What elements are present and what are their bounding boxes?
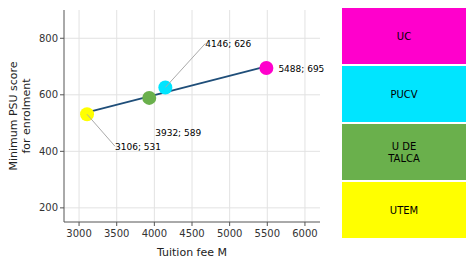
- annotation: 4146; 626: [205, 39, 251, 49]
- text-line: U DE: [392, 141, 417, 152]
- annotation-arrow: [165, 43, 205, 87]
- tick: [304, 222, 305, 226]
- point: [259, 61, 273, 75]
- text-line: TALCA: [387, 153, 420, 164]
- tick-label: 4500: [179, 228, 204, 239]
- tick: [192, 222, 193, 226]
- tick: [60, 151, 64, 152]
- tick-label: 800: [39, 33, 58, 44]
- tick-label: 3000: [66, 228, 91, 239]
- text-line: for enrolment: [20, 78, 33, 154]
- tick-label: 4000: [142, 228, 167, 239]
- annotation: 3106; 531: [115, 142, 161, 152]
- annotation: 5488; 695: [278, 64, 324, 74]
- tick: [154, 222, 155, 226]
- legend-swatch: [342, 66, 466, 122]
- grid-line: [79, 10, 80, 222]
- chart: 200 400 600 800 3000 3500 4000 4500 5000 5500 6000…: [0, 0, 474, 267]
- legend-swatch: [342, 182, 466, 238]
- y-axis: [64, 10, 65, 222]
- y-axis-label: Minimum PSU scorefor enrolment: [7, 61, 33, 170]
- grid: [64, 10, 320, 222]
- legend-label: PUCV: [390, 89, 417, 100]
- grid-line: [116, 10, 117, 222]
- text-line: PUCV: [390, 89, 417, 100]
- legend-swatch: [342, 8, 466, 64]
- annotation: 3932; 589: [155, 128, 201, 138]
- legend-swatch: [342, 124, 466, 180]
- tick-label: 6000: [292, 228, 317, 239]
- marks: [80, 61, 273, 121]
- tick-label: 600: [39, 89, 58, 100]
- legend-label: U DETALCA: [387, 141, 420, 164]
- x-axis-label: Tuition fee M: [156, 246, 227, 259]
- tick-label: 200: [39, 202, 58, 213]
- text-line: Minimum PSU score: [7, 61, 20, 170]
- legend-label: UTEM: [390, 205, 418, 216]
- tick: [79, 222, 80, 226]
- tick-label: 400: [39, 146, 58, 157]
- trend-line: [87, 66, 266, 112]
- text-line: UTEM: [390, 205, 418, 216]
- tick: [267, 222, 268, 226]
- tick-label: 5500: [255, 228, 280, 239]
- grid-line: [154, 10, 155, 222]
- legend: UC PUCV U DETALCA UTEM: [342, 8, 466, 238]
- tick-label: 3500: [104, 228, 129, 239]
- point: [142, 91, 156, 105]
- legend-label: UC: [397, 31, 411, 42]
- tick-label: 5000: [217, 228, 242, 239]
- tick: [116, 222, 117, 226]
- text-line: UC: [397, 31, 411, 42]
- tick: [229, 222, 230, 226]
- tick: [60, 38, 64, 39]
- grid-line: [304, 10, 305, 222]
- grid-line: [192, 10, 193, 222]
- tick: [60, 207, 64, 208]
- annotation-arrow: [87, 114, 115, 146]
- grid-line: [267, 10, 268, 222]
- tick: [60, 94, 64, 95]
